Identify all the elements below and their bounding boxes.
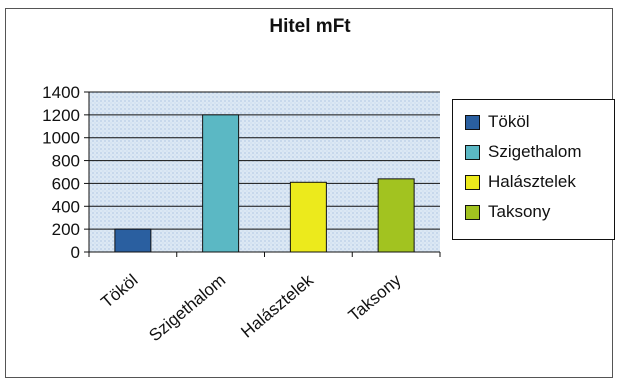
chart-title: Hitel mFt	[269, 16, 351, 37]
y-tick-label: 600	[52, 174, 80, 193]
bar-halásztelek	[289, 181, 327, 253]
y-tick-label: 200	[52, 220, 80, 239]
x-tick-label: Taksony	[345, 270, 405, 325]
y-tick-label: 1400	[42, 83, 80, 102]
x-tick-label: Tököl	[97, 271, 141, 312]
legend-swatch	[465, 114, 480, 130]
y-tick-label: 400	[52, 197, 80, 216]
legend: Tököl Szigethalom Halásztelek Taksony	[452, 99, 615, 240]
y-tick-label: 1000	[42, 129, 80, 148]
legend-swatch	[465, 144, 480, 160]
legend-item: Halásztelek	[465, 171, 576, 193]
legend-label: Tököl	[488, 112, 530, 131]
legend-label: Halásztelek	[488, 172, 576, 191]
legend-item: Taksony	[465, 201, 550, 223]
legend-label: Szigethalom	[488, 142, 582, 161]
legend-swatch	[465, 204, 480, 220]
y-tick-label: 1200	[42, 106, 80, 125]
bar-taksony	[377, 178, 415, 253]
x-tick-label: Halásztelek	[237, 270, 317, 341]
legend-swatch	[465, 174, 480, 190]
x-tick-label: Szigethalom	[145, 271, 229, 346]
bar-szigethalom	[202, 114, 240, 253]
legend-label: Taksony	[488, 202, 551, 221]
legend-item: Tököl	[465, 111, 530, 133]
y-tick-label: 0	[71, 243, 80, 262]
y-tick-label: 800	[52, 152, 80, 171]
bar-tököl	[114, 228, 152, 253]
legend-item: Szigethalom	[465, 141, 582, 163]
